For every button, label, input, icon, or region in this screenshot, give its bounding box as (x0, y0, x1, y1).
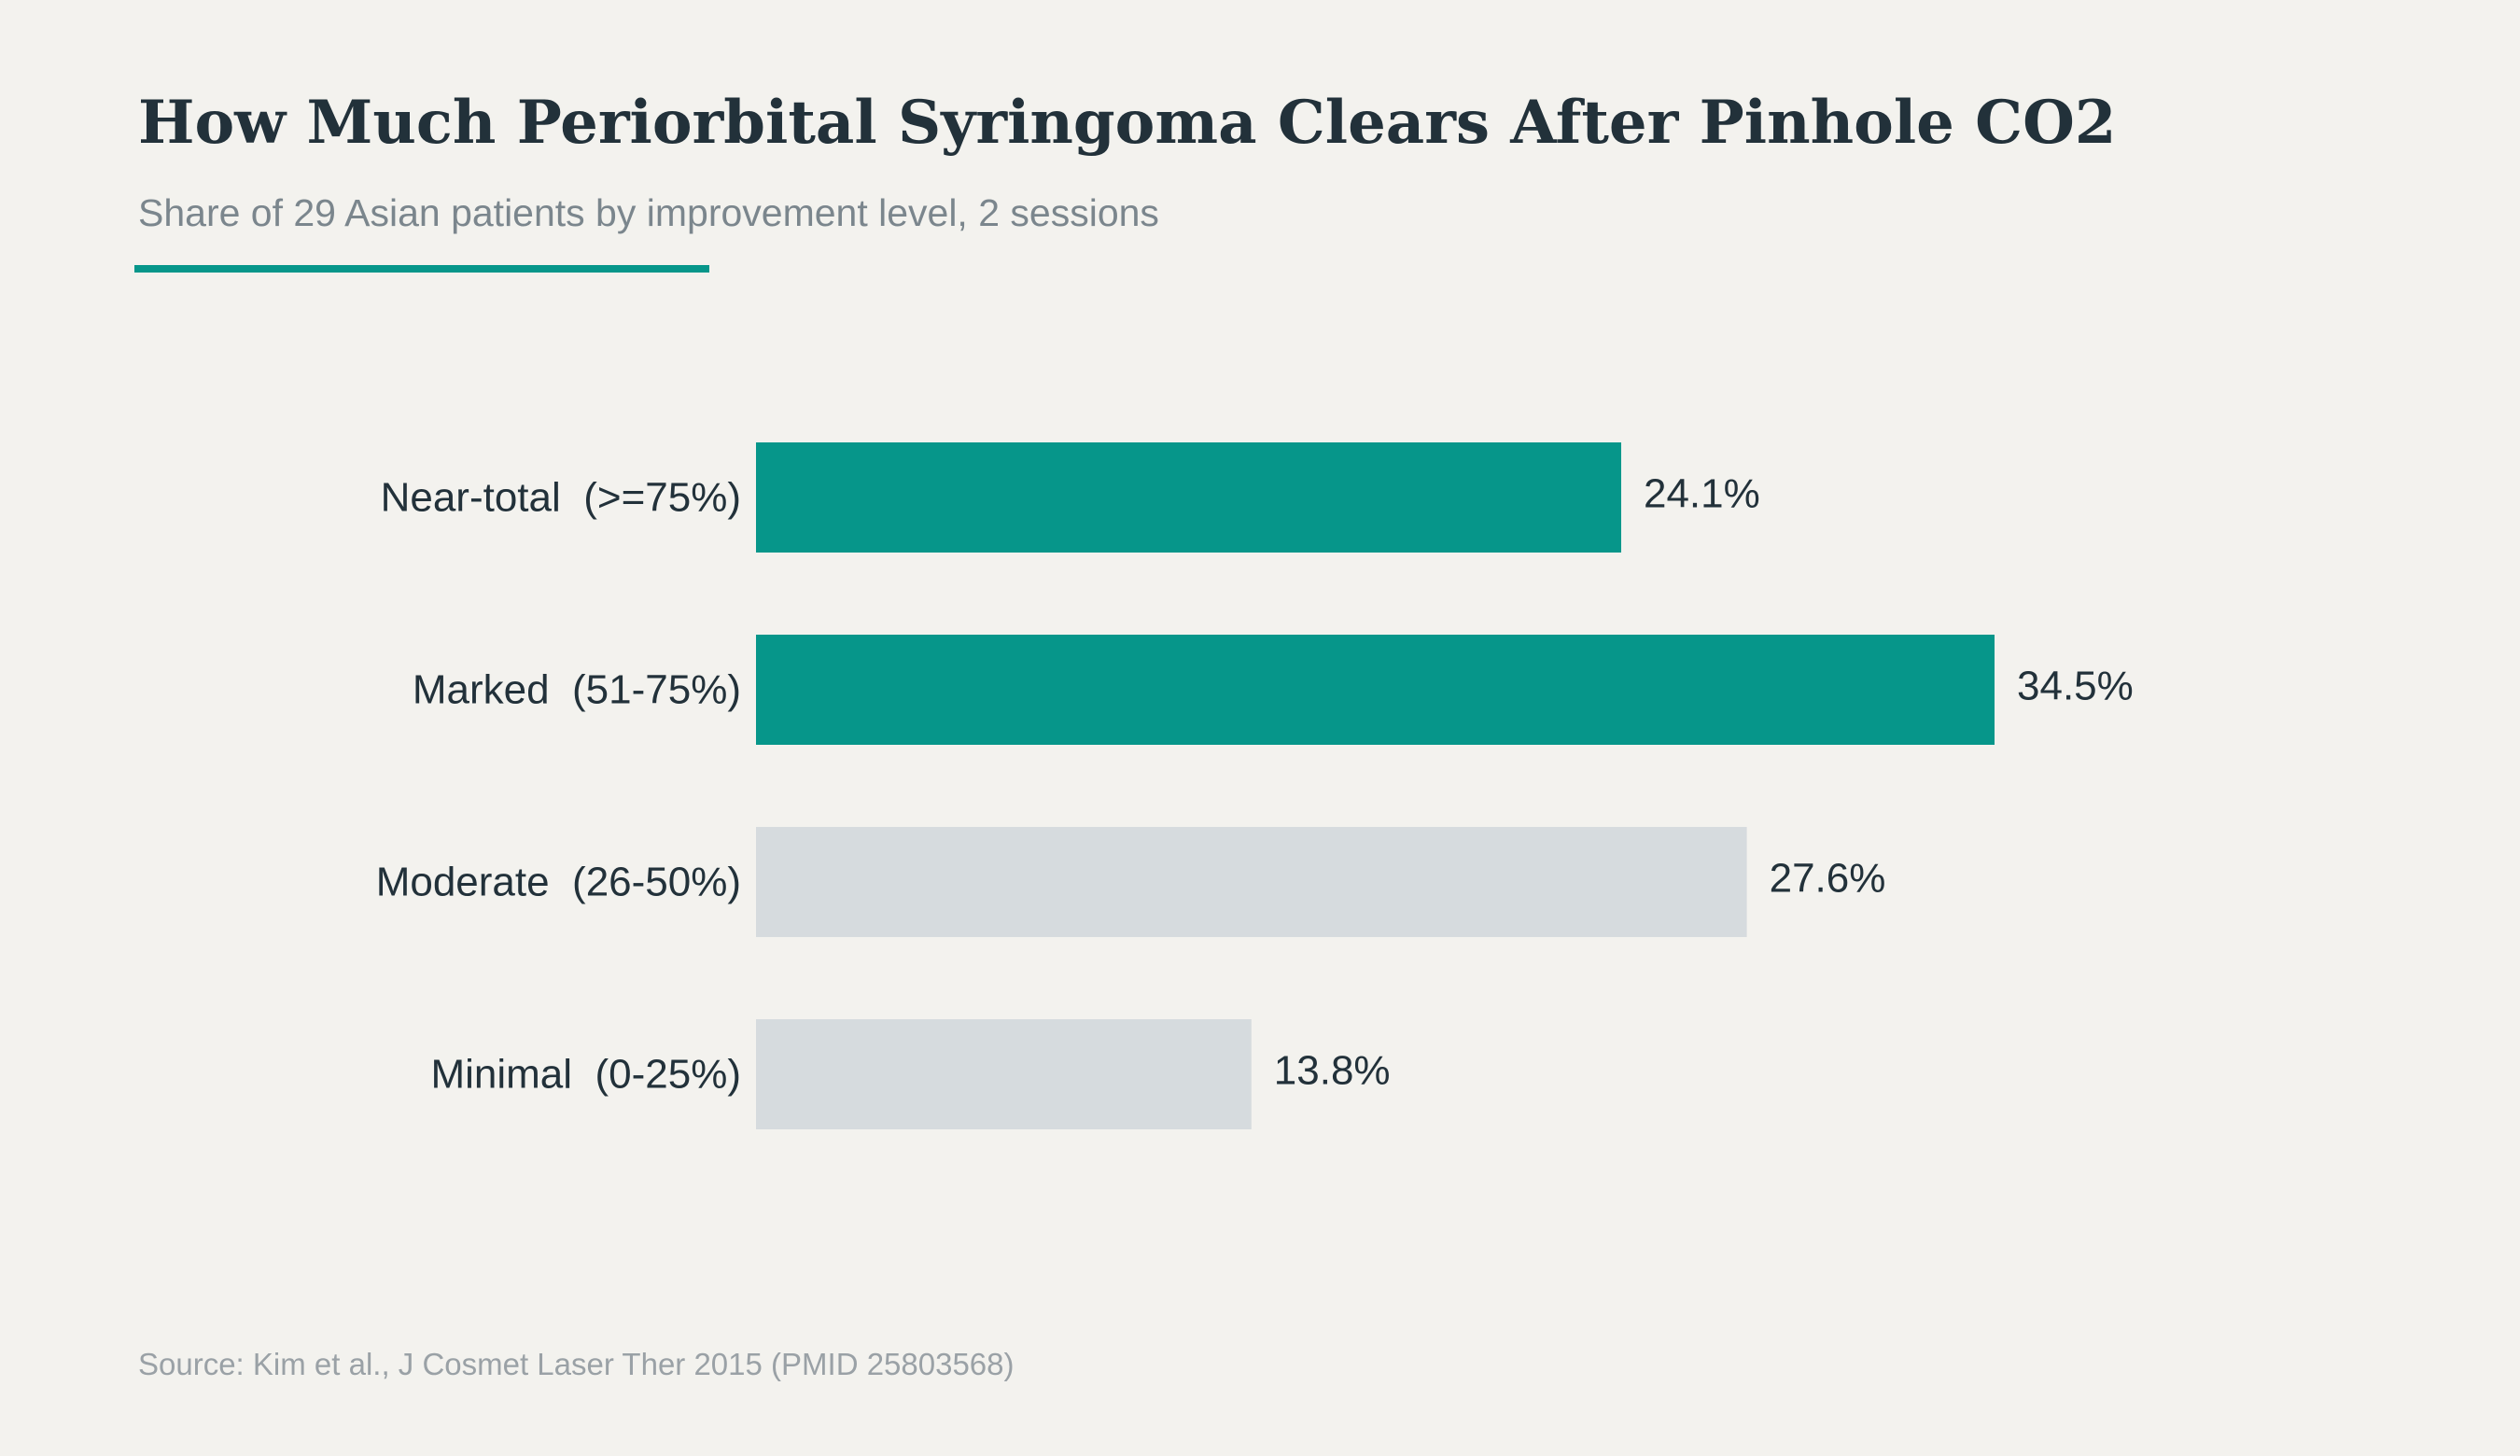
bar-chart: Near-total (>=75%) 24.1% Marked (51-75%) 34… (376, 442, 2134, 1129)
value-label-marked: 34.5% (2017, 664, 2134, 709)
title-accent-rule (134, 265, 709, 273)
chart-subtitle: Share of 29 Asian patients by improvemen… (138, 191, 1159, 234)
category-label-minimal: Minimal (0-25%) (430, 1052, 741, 1098)
value-label-near-total: 24.1% (1644, 471, 1760, 517)
bar-moderate (756, 827, 1747, 937)
source-note: Source: Kim et al., J Cosmet Laser Ther … (138, 1347, 1015, 1381)
bar-minimal (756, 1019, 1252, 1129)
value-label-moderate: 27.6% (1770, 856, 1886, 902)
bar-marked (756, 635, 1995, 745)
value-label-minimal: 13.8% (1274, 1048, 1391, 1094)
bar-near-total (756, 442, 1621, 553)
category-label-near-total: Near-total (>=75%) (381, 475, 741, 521)
category-label-marked: Marked (51-75%) (413, 667, 741, 713)
chart-title: How Much Periorbital Syringoma Clears Af… (138, 88, 2117, 158)
category-label-moderate: Moderate (26-50%) (376, 860, 741, 905)
